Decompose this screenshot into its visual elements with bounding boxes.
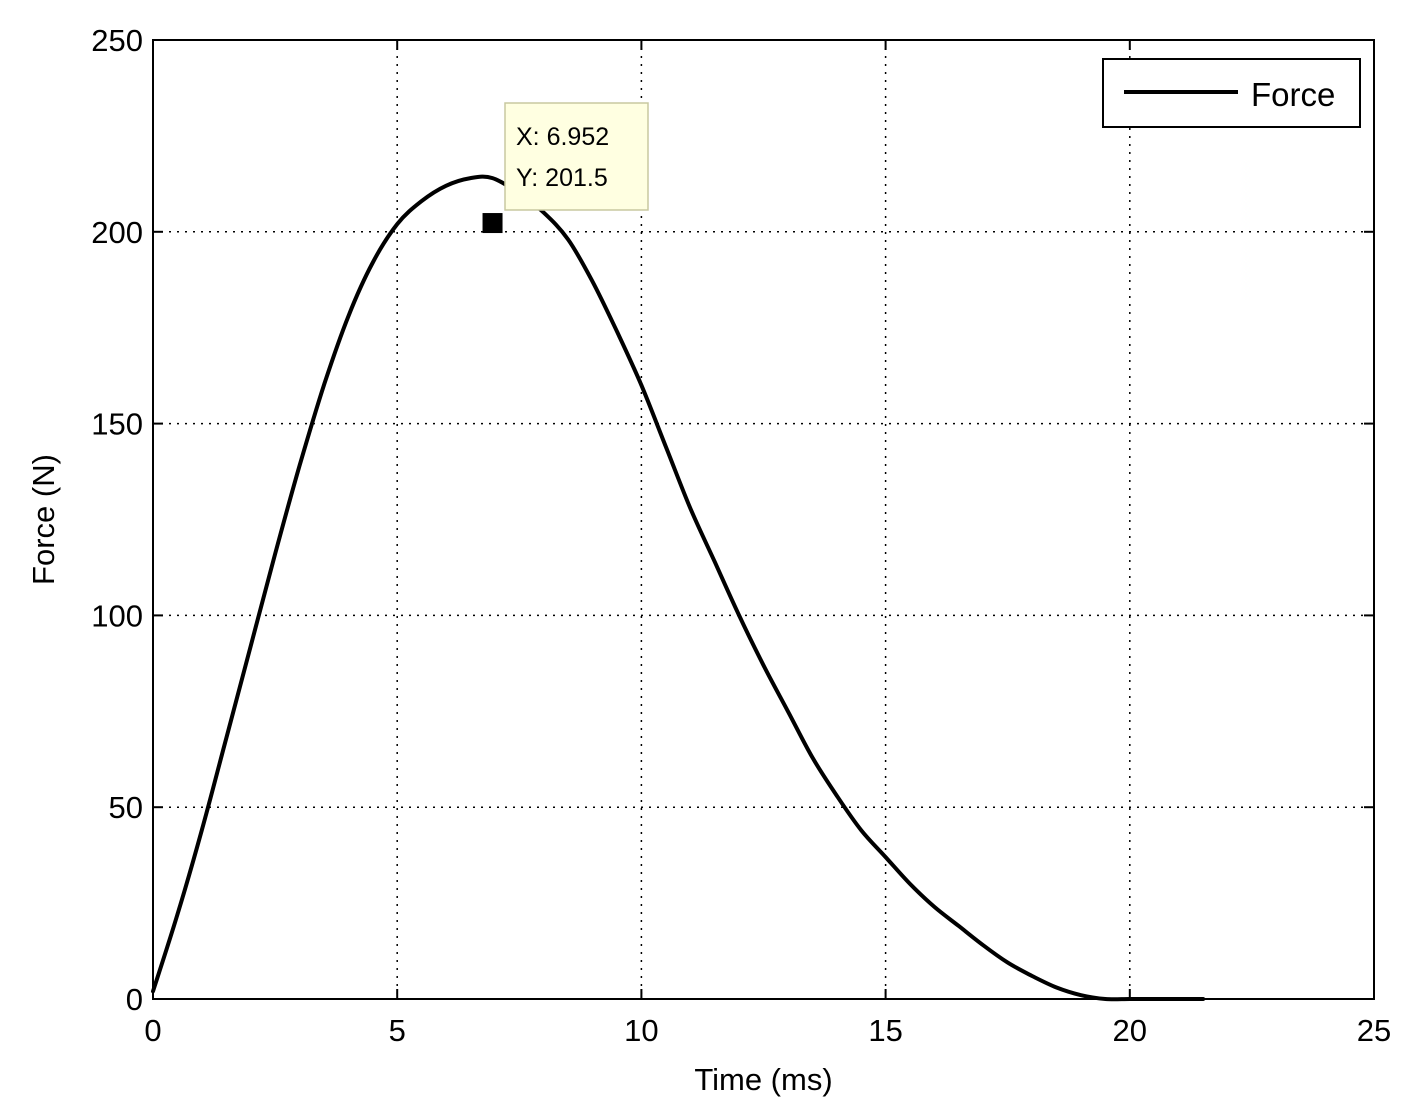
datatip-x-label: X: 6.952: [516, 123, 609, 151]
x-tick-label: 5: [389, 1013, 406, 1048]
y-tick-label: 250: [91, 23, 143, 58]
y-tick-label: 150: [91, 407, 143, 442]
y-tick-labels: 0 50 100 150 200 250: [91, 23, 143, 1017]
y-tick-label: 0: [126, 982, 143, 1017]
x-tick-label: 25: [1357, 1013, 1391, 1048]
y-axis-title: Force (N): [26, 454, 61, 585]
datatip-marker[interactable]: [482, 213, 503, 234]
x-tick-label: 20: [1113, 1013, 1147, 1048]
axis-ticks: [152, 39, 1375, 1000]
legend[interactable]: Force: [1102, 58, 1361, 128]
y-tick-label: 100: [91, 598, 143, 633]
x-tick-labels: 0 5 10 15 20 25: [144, 1013, 1391, 1048]
legend-label-force: Force: [1251, 76, 1335, 113]
series-line-force: [151, 174, 1206, 1002]
datatip-y-label: Y: 201.5: [516, 164, 608, 192]
y-tick-label: 50: [109, 790, 143, 825]
x-tick-label: 0: [144, 1013, 161, 1048]
grid-lines: [153, 40, 1374, 999]
datatip-box[interactable]: X: 6.952 Y: 201.5: [504, 102, 649, 211]
y-tick-label: 200: [91, 215, 143, 250]
plot-area-frame: [152, 39, 1375, 1000]
x-axis-title: Time (ms): [694, 1062, 832, 1097]
x-tick-label: 10: [624, 1013, 658, 1048]
x-tick-label: 15: [868, 1013, 902, 1048]
